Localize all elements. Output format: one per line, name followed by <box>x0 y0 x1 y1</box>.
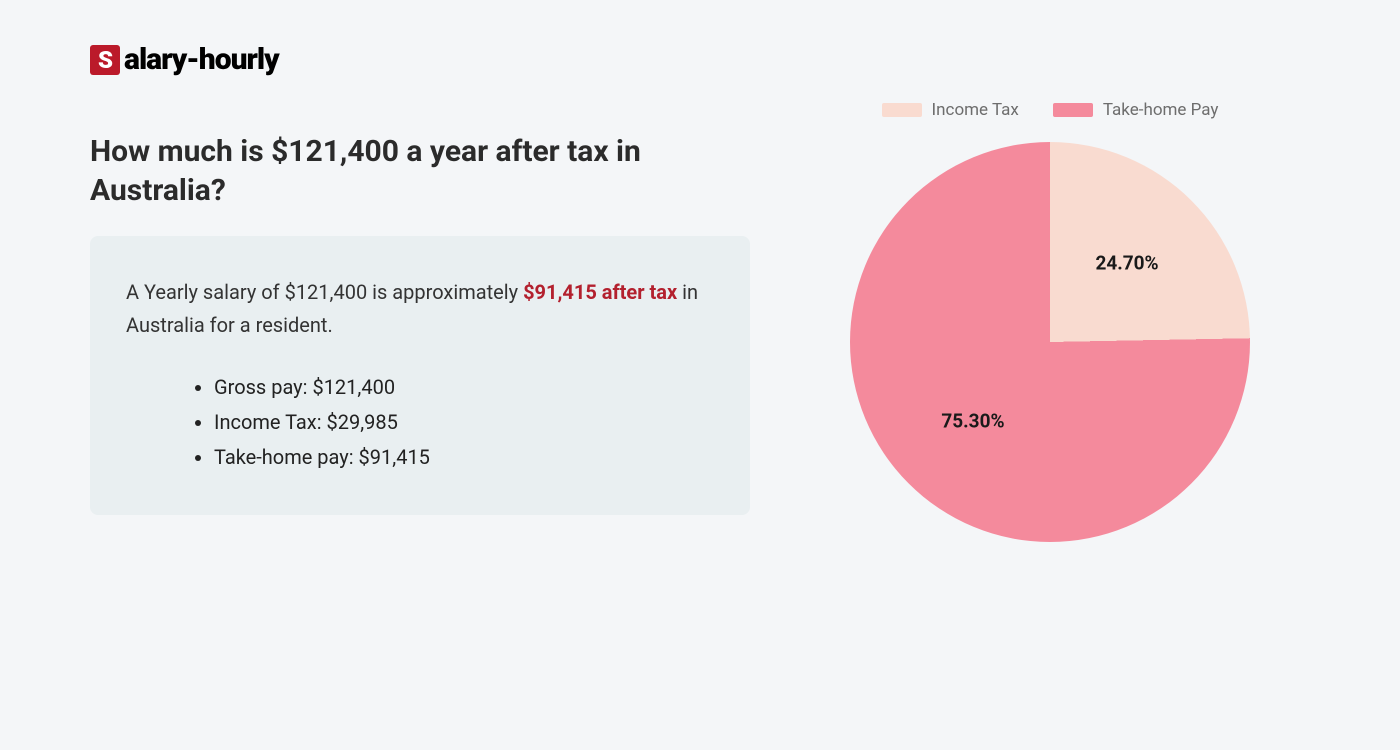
legend-item-income-tax: Income Tax <box>882 100 1019 120</box>
pie-chart-section: Income Tax Take-home Pay 24.70% 75.30% <box>820 100 1280 542</box>
pie-label-take-home: 75.30% <box>941 409 1004 432</box>
summary-box: A Yearly salary of $121,400 is approxima… <box>90 236 750 515</box>
detail-item: Take-home pay: $91,415 <box>214 440 714 475</box>
pie-label-income-tax: 24.70% <box>1095 252 1158 275</box>
chart-legend: Income Tax Take-home Pay <box>820 100 1280 120</box>
legend-label-income-tax: Income Tax <box>932 100 1019 120</box>
detail-item: Gross pay: $121,400 <box>214 370 714 405</box>
details-list: Gross pay: $121,400 Income Tax: $29,985 … <box>126 370 714 475</box>
pie-holder: 24.70% 75.30% <box>850 142 1250 542</box>
legend-swatch-income-tax <box>882 103 922 117</box>
detail-item: Income Tax: $29,985 <box>214 405 714 440</box>
page-title: How much is $121,400 a year after tax in… <box>90 132 710 210</box>
legend-item-take-home: Take-home Pay <box>1053 100 1219 120</box>
summary-prefix: A Yearly salary of $121,400 is approxima… <box>126 280 523 304</box>
brand-text: alary-hourly <box>124 42 279 77</box>
legend-label-take-home: Take-home Pay <box>1103 100 1219 120</box>
brand-logo: Salary-hourly <box>90 42 279 77</box>
brand-badge: S <box>90 45 120 75</box>
pie-chart <box>850 142 1250 542</box>
summary-text: A Yearly salary of $121,400 is approxima… <box>126 276 714 342</box>
summary-emphasis: $91,415 after tax <box>523 280 677 304</box>
legend-swatch-take-home <box>1053 103 1093 117</box>
